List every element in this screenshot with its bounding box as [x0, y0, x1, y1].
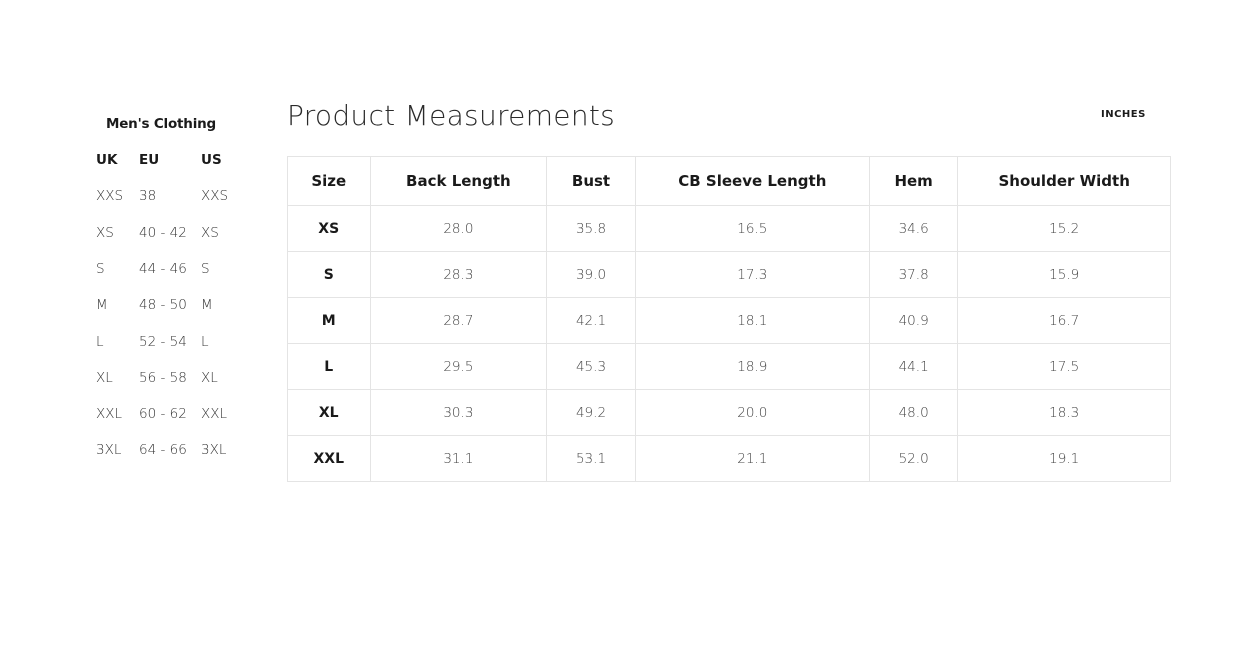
- uk-size: 3XL: [96, 442, 122, 459]
- size-cell: L: [287, 343, 371, 390]
- table-row: L 29.5 45.3 18.9 44.1 17.5: [287, 343, 1171, 390]
- column-header: Shoulder Width: [957, 156, 1171, 206]
- measurement-cell: 21.1: [634, 435, 870, 482]
- measurement-cell: 16.7: [957, 297, 1171, 344]
- measurement-cell: 44.1: [868, 343, 959, 390]
- column-header: Hem: [868, 156, 959, 206]
- measurement-cell: 16.5: [634, 205, 870, 252]
- measurement-cell: 37.8: [868, 251, 959, 298]
- eu-size: 40 - 42: [139, 224, 187, 241]
- us-size: L: [201, 333, 209, 350]
- column-header: Size: [287, 156, 371, 206]
- us-size: XXL: [201, 406, 228, 423]
- column-header: CB Sleeve Length: [634, 156, 870, 206]
- measurement-cell: 34.6: [868, 205, 959, 252]
- table-header-row: Size Back Length Bust CB Sleeve Length Hem Sh…: [287, 156, 1171, 206]
- size-cell: XXL: [287, 435, 371, 482]
- table-row: XXL 31.1 53.1 21.1 52.0 19.1: [287, 435, 1171, 482]
- measurement-cell: 28.7: [369, 297, 548, 344]
- us-size: XS: [201, 224, 219, 241]
- measurement-cell: 48.0: [868, 389, 959, 436]
- measurement-cell: 28.0: [369, 205, 548, 252]
- table-row: XS 28.0 35.8 16.5 34.6 15.2: [287, 205, 1171, 252]
- size-cell: XL: [287, 389, 371, 436]
- measurement-cell: 19.1: [957, 435, 1171, 482]
- size-conversion-title: Men's Clothing: [105, 116, 217, 132]
- uk-size: UK: [96, 152, 118, 168]
- measurement-cell: 17.3: [634, 251, 870, 298]
- measurement-cell: 18.3: [957, 389, 1171, 436]
- us-size: XL: [201, 369, 218, 386]
- column-header: Bust: [546, 156, 636, 206]
- measurement-cell: 45.3: [546, 343, 636, 390]
- measurements-table: Size Back Length Bust CB Sleeve Length Hem Sh…: [287, 156, 1171, 482]
- measurement-cell: 18.1: [634, 297, 870, 344]
- uk-size: XL: [96, 369, 113, 386]
- uk-size: XS: [96, 224, 114, 241]
- unit-toggle[interactable]: INCHES: [1101, 109, 1146, 120]
- measurement-cell: 17.5: [957, 343, 1171, 390]
- us-size: S: [201, 260, 210, 277]
- uk-size: M: [96, 297, 108, 314]
- measurement-cell: 31.1: [369, 435, 548, 482]
- measurement-cell: 35.8: [546, 205, 636, 252]
- table-row: S 28.3 39.0 17.3 37.8 15.9: [287, 251, 1171, 298]
- eu-size: 60 - 62: [139, 406, 187, 423]
- us-size: US: [201, 152, 222, 168]
- measurement-cell: 39.0: [546, 251, 636, 298]
- measurement-cell: 15.2: [957, 205, 1171, 252]
- us-size: XXS: [201, 188, 229, 205]
- eu-size: 64 - 66: [139, 442, 187, 459]
- measurement-cell: 53.1: [546, 435, 636, 482]
- measurement-cell: 40.9: [868, 297, 959, 344]
- eu-size: 56 - 58: [139, 369, 187, 386]
- column-header: Back Length: [369, 156, 548, 206]
- table-row: M 28.7 42.1 18.1 40.9 16.7: [287, 297, 1171, 344]
- measurement-cell: 42.1: [546, 297, 636, 344]
- eu-size: EU: [139, 152, 160, 168]
- page-title: Product Measurements: [287, 99, 616, 132]
- us-size: M: [201, 297, 213, 314]
- measurement-cell: 28.3: [369, 251, 548, 298]
- measurement-cell: 20.0: [634, 389, 870, 436]
- uk-size: XXS: [96, 188, 124, 205]
- size-cell: S: [287, 251, 371, 298]
- measurement-cell: 15.9: [957, 251, 1171, 298]
- uk-size: XXL: [96, 406, 123, 423]
- size-cell: M: [287, 297, 371, 344]
- measurement-cell: 30.3: [369, 389, 548, 436]
- measurement-cell: 52.0: [868, 435, 959, 482]
- measurement-cell: 18.9: [634, 343, 870, 390]
- eu-size: 44 - 46: [139, 260, 187, 277]
- uk-size: S: [96, 260, 105, 277]
- measurement-cell: 29.5: [369, 343, 548, 390]
- eu-size: 48 - 50: [139, 297, 187, 314]
- size-cell: XS: [287, 205, 371, 252]
- eu-size: 38: [139, 188, 157, 205]
- eu-size: 52 - 54: [139, 333, 187, 350]
- table-row: XL 30.3 49.2 20.0 48.0 18.3: [287, 389, 1171, 436]
- uk-size: L: [96, 333, 104, 350]
- measurement-cell: 49.2: [546, 389, 636, 436]
- us-size: 3XL: [201, 442, 227, 459]
